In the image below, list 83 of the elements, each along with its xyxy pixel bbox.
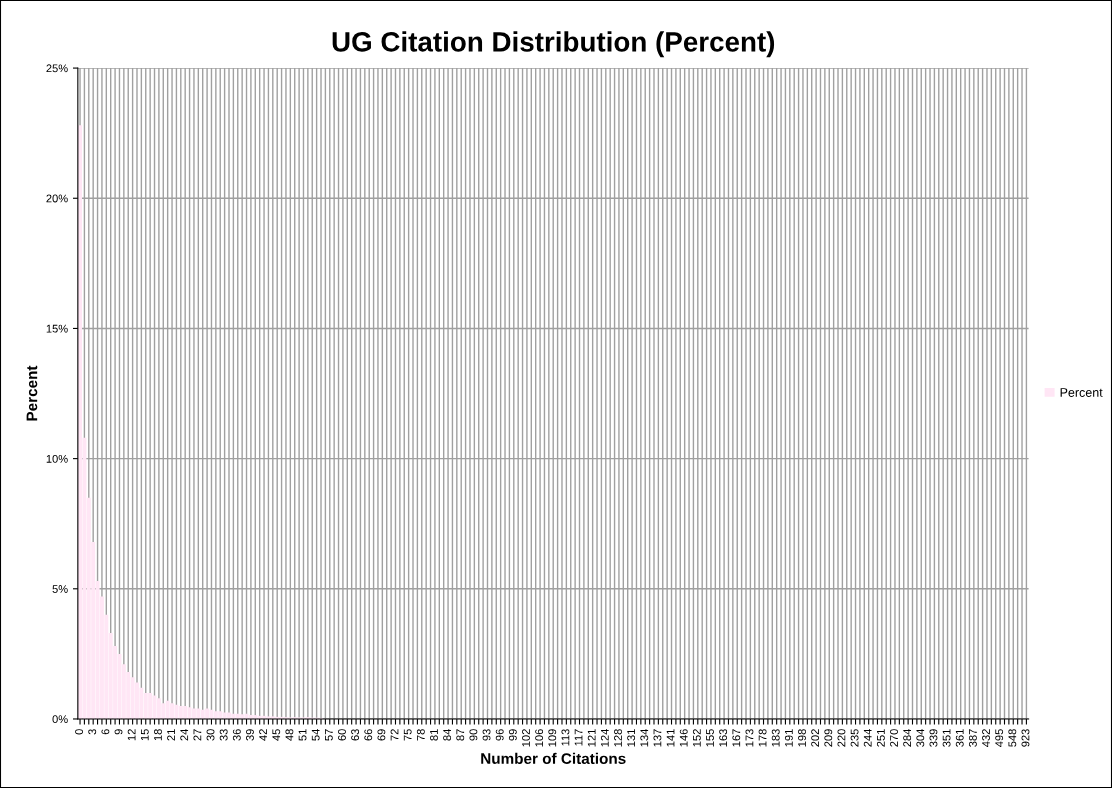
y-tick-label: 25% [46, 64, 68, 73]
x-tick-label: 198 [798, 729, 806, 747]
x-tick-label: 81 [430, 729, 438, 741]
y-tick-label: 0% [52, 715, 68, 724]
x-tick-label: 178 [758, 729, 767, 747]
y-axis-title: Percent [26, 365, 38, 421]
x-tick-label: 220 [837, 729, 846, 747]
x-tick-label: 191 [784, 729, 793, 747]
x-tick-label: 339 [929, 729, 938, 747]
legend-label: Percent [1060, 388, 1103, 397]
x-tick-label: 84 [443, 729, 452, 741]
x-tick-label: 183 [771, 729, 780, 747]
x-tick-label: 128 [614, 729, 622, 747]
x-tick-label: 244 [863, 729, 872, 747]
x-tick-label: 251 [876, 729, 885, 747]
x-tick-label: 78 [416, 729, 425, 741]
x-tick-label: 69 [377, 729, 386, 741]
x-tick-label: 121 [587, 729, 596, 747]
x-tick-label: 167 [732, 729, 741, 747]
x-tick-label: 548 [1008, 729, 1017, 747]
x-tick-label: 18 [154, 729, 162, 741]
x-tick-label: 304 [916, 729, 925, 747]
x-tick-label: 66 [364, 729, 373, 741]
x-tick-label: 209 [824, 729, 833, 747]
x-tick-label: 27 [193, 729, 202, 741]
x-tick-label: 361 [955, 729, 964, 747]
x-tick-label: 113 [561, 729, 570, 746]
x-tick-label: 202 [811, 729, 820, 747]
x-tick-label: 87 [456, 729, 465, 741]
x-axis-title: Number of Citations [481, 752, 626, 765]
x-tick-label: 30 [206, 729, 215, 741]
x-tick-label: 131 [627, 729, 636, 747]
x-tick-label: 24 [180, 729, 189, 741]
x-tick-label: 9 [114, 729, 123, 735]
x-tick-label: 284 [903, 729, 912, 747]
x-tick-label: 432 [982, 729, 990, 747]
x-tick-label: 72 [390, 729, 399, 741]
y-tick-label: 5% [52, 585, 68, 593]
x-tick-label: 96 [495, 729, 504, 741]
x-tick-label: 106 [535, 729, 544, 747]
x-tick-label: 270 [890, 729, 898, 747]
y-tick-label: 15% [46, 324, 68, 333]
x-tick-label: 48 [285, 729, 294, 741]
x-tick-label: 155 [706, 729, 714, 747]
x-tick-label: 146 [679, 729, 688, 747]
x-tick-label: 117 [574, 729, 583, 746]
x-tick-label: 45 [272, 729, 281, 741]
x-tick-label: 36 [232, 729, 241, 741]
x-tick-label: 387 [968, 729, 977, 747]
x-tick-label: 134 [640, 729, 649, 747]
x-tick-label: 33 [219, 729, 228, 741]
x-tick-label: 109 [548, 729, 557, 747]
x-tick-label: 102 [522, 729, 530, 747]
x-tick-label: 137 [653, 729, 662, 747]
x-tick-label: 75 [403, 729, 412, 741]
x-tick-label: 90 [469, 729, 478, 741]
x-tick-label: 21 [167, 729, 175, 741]
x-tick-label: 15 [140, 729, 149, 741]
x-tick-label: 124 [600, 729, 609, 747]
x-tick-label: 495 [995, 729, 1004, 747]
x-tick-label: 152 [692, 729, 701, 747]
y-tick-label: 10% [46, 454, 68, 463]
y-tick-label: 20% [46, 194, 68, 203]
x-tick-label: 3 [88, 729, 97, 735]
x-tick-label: 93 [482, 729, 491, 741]
x-tick-label: 63 [351, 729, 360, 741]
x-tick-label: 0 [75, 729, 84, 735]
x-tick-label: 351 [942, 729, 951, 747]
x-tick-label: 57 [325, 729, 333, 741]
x-tick-label: 99 [508, 729, 517, 741]
x-tick-label: 173 [745, 729, 754, 747]
x-tick-label: 235 [850, 729, 859, 747]
x-tick-label: 141 [666, 729, 675, 747]
x-tick-label: 923 [1021, 729, 1030, 747]
x-tick-label: 51 [298, 729, 307, 741]
x-tick-label: 12 [127, 729, 136, 741]
x-tick-label: 39 [246, 729, 254, 741]
chart-title: UG Citation Distribution (Percent) [332, 31, 775, 58]
x-tick-label: 6 [101, 729, 110, 735]
x-tick-label: 54 [311, 729, 320, 741]
x-tick-label: 60 [338, 729, 346, 741]
x-tick-label: 42 [259, 729, 267, 741]
x-tick-label: 163 [719, 729, 728, 747]
